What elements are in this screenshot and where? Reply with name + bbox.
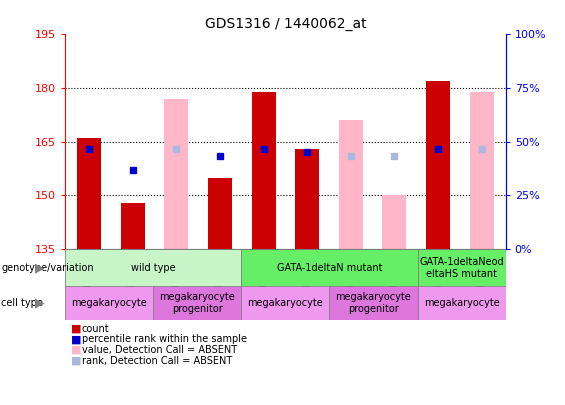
Bar (426, 81, 450, 249)
Bar (208, 177, 232, 249)
Text: megakaryocyte: megakaryocyte (247, 298, 323, 308)
Bar (120, 202, 145, 249)
Text: percentile rank within the sample: percentile rank within the sample (82, 334, 247, 344)
Bar (470, 92, 494, 249)
Text: GATA-1deltaN mutant: GATA-1deltaN mutant (277, 263, 382, 273)
Bar (77, 138, 101, 249)
Text: ■: ■ (71, 345, 81, 355)
Text: GATA-1deltaNeod
eltaHS mutant: GATA-1deltaNeod eltaHS mutant (419, 257, 504, 279)
Bar (295, 149, 319, 249)
Text: count: count (82, 324, 110, 334)
Text: wild type: wild type (131, 263, 175, 273)
Text: megakaryocyte: megakaryocyte (424, 298, 499, 308)
Text: megakaryocyte
progenitor: megakaryocyte progenitor (159, 292, 235, 314)
Text: cell type: cell type (1, 298, 43, 308)
Text: ▶: ▶ (34, 296, 45, 309)
Text: rank, Detection Call = ABSENT: rank, Detection Call = ABSENT (82, 356, 232, 366)
Bar (241, 249, 418, 286)
Text: megakaryocyte: megakaryocyte (71, 298, 147, 308)
Bar (251, 92, 276, 249)
Bar (418, 286, 506, 320)
Bar (383, 196, 406, 249)
Text: megakaryocyte
progenitor: megakaryocyte progenitor (336, 292, 411, 314)
Text: ■: ■ (71, 334, 81, 344)
Text: ▶: ▶ (34, 261, 45, 274)
Bar (329, 286, 418, 320)
Bar (65, 286, 153, 320)
Bar (164, 99, 188, 249)
Bar (65, 249, 241, 286)
Text: value, Detection Call = ABSENT: value, Detection Call = ABSENT (82, 345, 237, 355)
Bar (418, 249, 506, 286)
Text: ■: ■ (71, 356, 81, 366)
Bar (339, 120, 363, 249)
Text: ■: ■ (71, 324, 81, 334)
Text: genotype/variation: genotype/variation (1, 263, 94, 273)
Bar (153, 286, 241, 320)
Bar (241, 286, 329, 320)
Title: GDS1316 / 1440062_at: GDS1316 / 1440062_at (205, 17, 366, 31)
